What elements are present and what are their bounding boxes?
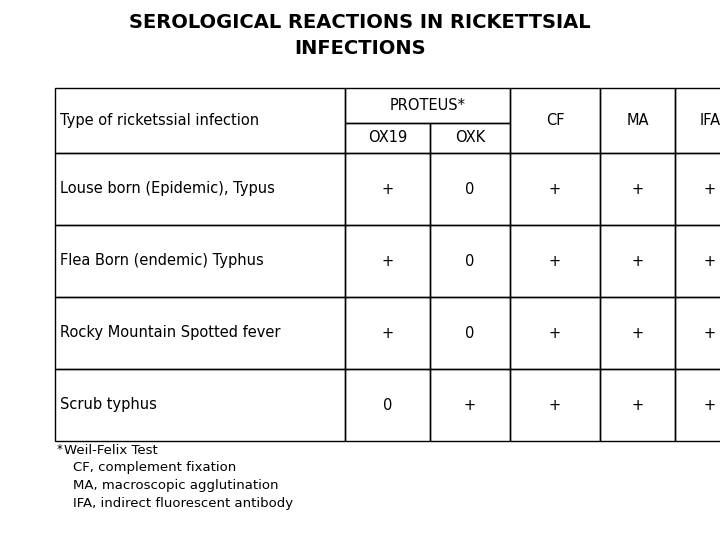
Bar xyxy=(430,153,510,225)
Bar xyxy=(430,297,510,369)
Text: +: + xyxy=(704,181,716,197)
Bar xyxy=(510,88,600,153)
Text: IFA: IFA xyxy=(699,113,720,128)
Bar xyxy=(600,153,675,225)
Bar xyxy=(675,297,720,369)
Text: CF: CF xyxy=(546,113,564,128)
Text: +: + xyxy=(549,181,561,197)
Text: Rocky Mountain Spotted fever: Rocky Mountain Spotted fever xyxy=(60,326,281,341)
Text: +: + xyxy=(631,181,644,197)
Text: +: + xyxy=(382,326,394,341)
Bar xyxy=(675,88,720,153)
Bar xyxy=(430,123,510,153)
Text: +: + xyxy=(549,326,561,341)
Text: CF, complement fixation: CF, complement fixation xyxy=(73,462,236,475)
Bar xyxy=(430,369,510,441)
Bar xyxy=(345,123,430,153)
Bar xyxy=(510,225,600,297)
Bar xyxy=(345,297,430,369)
Text: Flea Born (endemic) Typhus: Flea Born (endemic) Typhus xyxy=(60,253,264,268)
Bar xyxy=(55,88,345,153)
Text: +: + xyxy=(549,397,561,413)
Bar xyxy=(600,88,675,153)
Text: +: + xyxy=(631,326,644,341)
Bar xyxy=(675,225,720,297)
Text: 0: 0 xyxy=(465,326,474,341)
Bar xyxy=(55,297,345,369)
Text: +: + xyxy=(549,253,561,268)
Bar xyxy=(345,369,430,441)
Text: Scrub typhus: Scrub typhus xyxy=(60,397,157,413)
Text: MA, macroscopic agglutination: MA, macroscopic agglutination xyxy=(73,480,279,492)
Text: Weil-Felix Test: Weil-Felix Test xyxy=(64,443,158,456)
Bar xyxy=(510,153,600,225)
Bar xyxy=(600,225,675,297)
Text: +: + xyxy=(382,253,394,268)
Text: PROTEUS*: PROTEUS* xyxy=(390,98,466,113)
Bar xyxy=(345,225,430,297)
Text: +: + xyxy=(704,326,716,341)
Bar xyxy=(675,369,720,441)
Bar xyxy=(510,369,600,441)
Text: *: * xyxy=(57,443,63,456)
Text: +: + xyxy=(464,397,476,413)
Text: 0: 0 xyxy=(383,397,392,413)
Bar xyxy=(345,153,430,225)
Text: +: + xyxy=(704,397,716,413)
Bar xyxy=(430,225,510,297)
Bar xyxy=(510,297,600,369)
Bar xyxy=(600,297,675,369)
Text: Louse born (Epidemic), Typus: Louse born (Epidemic), Typus xyxy=(60,181,275,197)
Bar xyxy=(675,153,720,225)
Bar xyxy=(600,369,675,441)
Text: INFECTIONS: INFECTIONS xyxy=(294,38,426,57)
Text: OX19: OX19 xyxy=(368,131,407,145)
Text: 0: 0 xyxy=(465,253,474,268)
Text: +: + xyxy=(704,253,716,268)
Bar xyxy=(55,153,345,225)
Text: MA: MA xyxy=(626,113,649,128)
Text: +: + xyxy=(631,397,644,413)
Text: 0: 0 xyxy=(465,181,474,197)
Text: SEROLOGICAL REACTIONS IN RICKETTSIAL: SEROLOGICAL REACTIONS IN RICKETTSIAL xyxy=(129,12,591,31)
Text: IFA, indirect fluorescent antibody: IFA, indirect fluorescent antibody xyxy=(73,497,293,510)
Text: +: + xyxy=(382,181,394,197)
Text: Type of ricketssial infection: Type of ricketssial infection xyxy=(60,113,259,128)
Text: OXK: OXK xyxy=(455,131,485,145)
Bar xyxy=(55,369,345,441)
Bar xyxy=(345,88,510,123)
Bar xyxy=(55,225,345,297)
Text: +: + xyxy=(631,253,644,268)
